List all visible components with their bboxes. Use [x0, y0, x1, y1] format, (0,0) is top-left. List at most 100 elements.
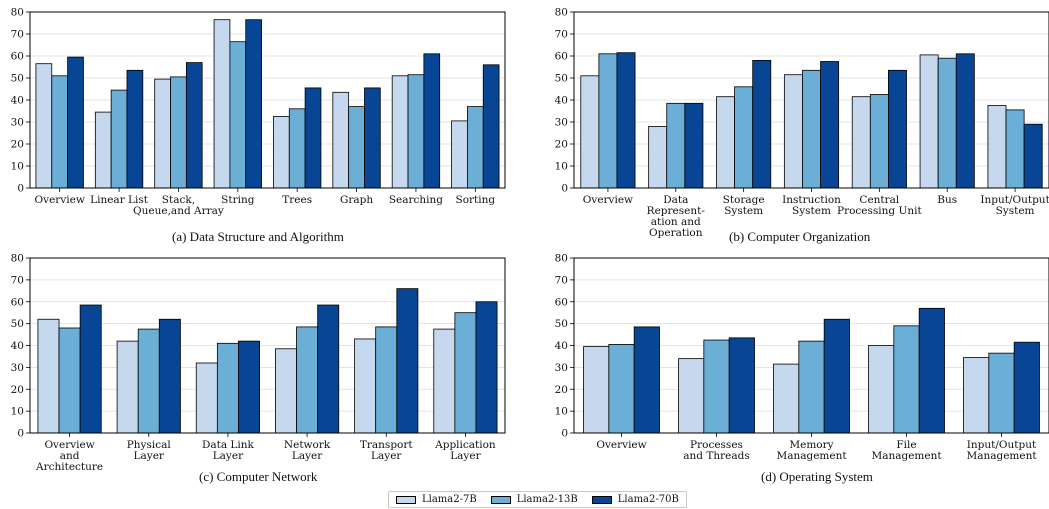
bar-a-llama2-7b-graph	[332, 91, 350, 189]
y-tick-label-b: 70	[555, 29, 568, 41]
y-tick-label-d: 30	[555, 362, 568, 374]
bar-b-llama2-70b-overview	[616, 52, 636, 189]
bar-b-llama2-13b-data-represent-ation-and-operation	[666, 102, 686, 189]
bar-a-llama2-13b-trees	[288, 108, 306, 189]
y-tick-label-a: 10	[11, 161, 24, 173]
plot-frame-c	[29, 257, 506, 434]
y-tick-label-c: 50	[11, 318, 24, 330]
bar-d-llama2-7b-input-output-management	[963, 357, 990, 434]
x-tick-label-d-memory-management: Memory Management	[776, 439, 847, 462]
bar-d-llama2-7b-memory-management	[773, 363, 800, 434]
legend-item-llama2-7b: Llama2-7B	[396, 494, 477, 505]
bar-c-llama2-13b-transport-layer	[375, 326, 398, 434]
bar-c-llama2-13b-network-layer	[296, 326, 319, 434]
bar-b-llama2-13b-central-processing-unit	[869, 94, 889, 189]
bar-a-llama2-7b-searching	[391, 75, 409, 189]
x-tick-label-b-storage-system: Storage System	[723, 194, 765, 217]
bar-d-llama2-13b-file-management	[893, 325, 920, 434]
y-tick-label-a: 60	[11, 51, 24, 63]
y-tick-label-a: 40	[11, 95, 24, 107]
y-tick-label-a: 80	[11, 7, 24, 19]
x-tick-label-a-linear-list: Linear List	[90, 194, 149, 206]
bar-c-llama2-7b-overview-and-architecture	[37, 318, 60, 434]
bar-c-llama2-7b-transport-layer	[354, 338, 377, 434]
bar-a-llama2-7b-string	[213, 19, 231, 189]
x-tick-label-a-trees: Trees	[282, 194, 312, 206]
x-tick-label-d-overview: Overview	[596, 439, 646, 451]
y-tick-label-c: 70	[11, 274, 24, 286]
y-tick-label-b: 40	[555, 95, 568, 107]
bar-a-llama2-13b-overview	[51, 75, 69, 189]
bar-b-llama2-13b-bus	[937, 57, 957, 189]
y-tick-label-b: 20	[555, 139, 568, 151]
bar-d-llama2-13b-memory-management	[798, 340, 825, 434]
bar-c-llama2-70b-physical-layer	[158, 318, 181, 434]
y-tick-label-b: 10	[555, 161, 568, 173]
bar-d-llama2-70b-memory-management	[823, 318, 850, 434]
y-tick-label-b: 30	[555, 117, 568, 129]
bar-b-llama2-13b-overview	[598, 53, 618, 189]
bar-a-llama2-70b-searching	[423, 53, 441, 189]
bar-a-llama2-70b-sorting	[482, 64, 500, 189]
y-tick-label-b: 0	[561, 183, 568, 195]
bar-c-llama2-13b-application-layer	[454, 312, 477, 434]
bar-d-llama2-70b-processes-and-threads	[728, 337, 755, 434]
y-tick-label-d: 20	[555, 384, 568, 396]
chart-legend: Llama2-7B Llama2-13B Llama2-70B	[388, 491, 687, 508]
bar-a-llama2-7b-sorting	[451, 120, 468, 189]
x-tick-label-c-data-link-layer: Data Link Layer	[202, 439, 255, 462]
bar-c-llama2-7b-network-layer	[275, 348, 297, 434]
bar-b-llama2-70b-bus	[955, 53, 975, 189]
chart-a: 0 10 20 30 40 50 60 70 80 Overview Linear List Stac…	[11, 7, 506, 217]
bar-b-llama2-13b-storage-system	[734, 86, 754, 189]
y-tick-label-d: 0	[561, 428, 568, 440]
x-tick-label-c-overview-and-architecture: Overview and Architecture	[35, 439, 103, 473]
bar-c-llama2-7b-physical-layer	[116, 340, 139, 434]
y-tick-label-a: 70	[11, 29, 24, 41]
bar-b-llama2-7b-overview	[580, 75, 600, 189]
bar-b-llama2-7b-central-processing-unit	[851, 96, 871, 189]
bar-d-llama2-7b-processes-and-threads	[678, 358, 705, 434]
legend-item-llama2-13b: Llama2-13B	[490, 494, 578, 505]
x-tick-label-c-application-layer: Application Layer	[434, 439, 496, 462]
bar-b-llama2-7b-data-represent-ation-and-operation	[648, 126, 668, 189]
x-tick-label-d-input-output-management: Input/Output Management	[966, 439, 1037, 462]
y-tick-label-c: 80	[11, 253, 24, 265]
y-tick-label-c: 30	[11, 362, 24, 374]
bar-a-llama2-70b-overview	[67, 56, 84, 189]
bar-c-llama2-7b-application-layer	[433, 328, 456, 434]
bar-b-llama2-13b-input-output-system	[1005, 109, 1025, 189]
bar-a-llama2-13b-string	[229, 41, 247, 189]
x-tick-label-a-stack-queue-and-array: Stack, Queue,and Array	[133, 194, 224, 217]
bar-a-llama2-7b-trees	[273, 116, 290, 189]
bar-a-llama2-7b-linear-list	[94, 111, 112, 189]
legend-label-llama2-7b: Llama2-7B	[422, 494, 477, 505]
y-tick-label-d: 60	[555, 296, 568, 308]
y-tick-label-a: 50	[11, 73, 24, 85]
bar-c-llama2-13b-overview-and-architecture	[58, 327, 81, 434]
y-tick-label-a: 0	[17, 183, 24, 195]
bar-a-llama2-7b-stack-queue-and-array	[154, 78, 171, 189]
caption-c: (c) Computer Network	[199, 469, 318, 484]
chart-c: 0 10 20 30 40 50 60 70 80 Overview and Architecture…	[11, 253, 506, 473]
plot-frame-a	[29, 11, 506, 189]
y-tick-label-a: 20	[11, 139, 24, 151]
caption-a: (a) Data Structure and Algorithm	[172, 229, 344, 244]
bar-a-llama2-7b-overview	[35, 63, 53, 189]
y-tick-label-d: 80	[555, 253, 568, 265]
bar-c-llama2-7b-data-link-layer	[195, 362, 218, 434]
y-tick-label-c: 0	[17, 428, 24, 440]
x-tick-label-a-searching: Searching	[389, 194, 443, 206]
bar-b-llama2-7b-storage-system	[716, 96, 735, 189]
bar-b-llama2-7b-instruction-system	[783, 74, 803, 189]
y-tick-label-c: 40	[11, 340, 24, 352]
caption-d: (d) Operating System	[761, 469, 873, 484]
legend-swatch-llama2-7b	[396, 495, 416, 504]
plot-frame-b	[573, 11, 1049, 189]
y-tick-label-d: 40	[555, 340, 568, 352]
bar-a-llama2-70b-string	[245, 19, 262, 189]
bar-b-llama2-70b-instruction-system	[820, 61, 840, 189]
bar-a-llama2-13b-searching	[407, 74, 425, 189]
x-tick-label-a-overview: Overview	[35, 194, 85, 206]
